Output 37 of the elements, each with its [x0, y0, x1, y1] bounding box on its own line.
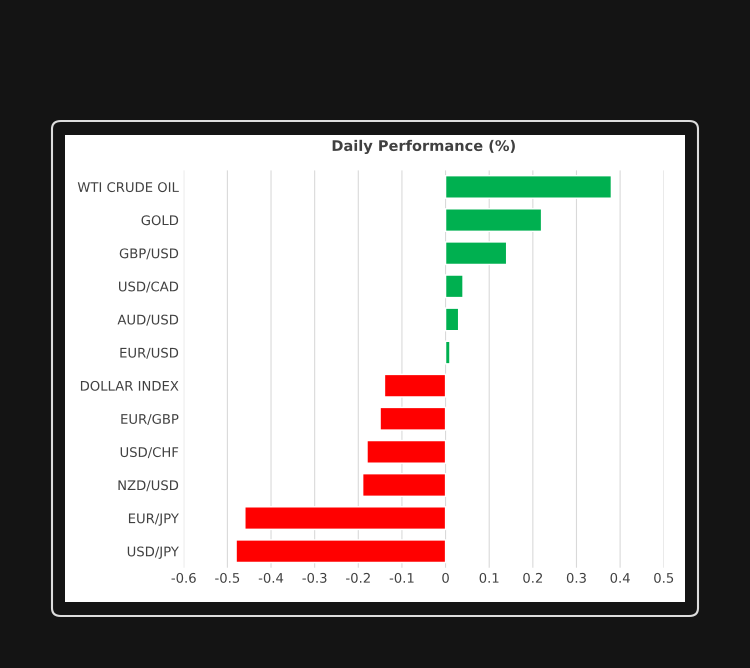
x-tick-label: 0.1	[480, 572, 498, 583]
bar	[444, 241, 508, 266]
x-tick-label: 0.3	[566, 572, 586, 583]
x-tick-label: 0.4	[610, 572, 630, 583]
bar	[444, 208, 542, 232]
bar	[444, 274, 464, 298]
y-tick-label: GBP/USD	[120, 248, 178, 260]
x-tick-label: -0.3	[302, 572, 326, 583]
bar	[444, 307, 460, 332]
bar	[444, 340, 451, 364]
x-tick-label: -0.2	[346, 572, 370, 583]
bar	[444, 174, 612, 199]
y-tick-label: EUR/JPY	[128, 514, 179, 526]
y-tick-label: WTI CRUDE OIL	[78, 182, 179, 192]
bar	[244, 506, 446, 530]
x-tick-label: 0.5	[654, 572, 674, 583]
y-tick-label: EUR/USD	[120, 348, 178, 359]
y-tick-label: DOLLAR INDEX	[80, 380, 178, 391]
x-tick-label: -0.5	[215, 572, 240, 583]
bar	[366, 440, 446, 464]
y-tick-label: USD/JPY	[128, 546, 179, 559]
bar	[384, 374, 446, 398]
x-tick-label: 0.2	[523, 572, 542, 583]
bar	[379, 406, 446, 431]
chart-title: Daily Performance (%)	[332, 140, 515, 154]
x-tick-label: -0.4	[258, 572, 284, 583]
bar	[362, 473, 446, 497]
y-tick-label: EUR/GBP	[121, 414, 178, 425]
x-tick-label: -0.6	[172, 572, 196, 583]
x-tick-label: -0.1	[390, 572, 414, 583]
bar	[235, 539, 446, 564]
y-tick-label: GOLD	[142, 215, 178, 226]
y-tick-label: NZD/USD	[118, 480, 178, 492]
y-tick-label: AUD/USD	[118, 314, 178, 326]
y-tick-label: USD/CHF	[120, 447, 178, 458]
x-tick-label: 0	[442, 572, 449, 583]
y-tick-label: USD/CAD	[119, 281, 178, 293]
